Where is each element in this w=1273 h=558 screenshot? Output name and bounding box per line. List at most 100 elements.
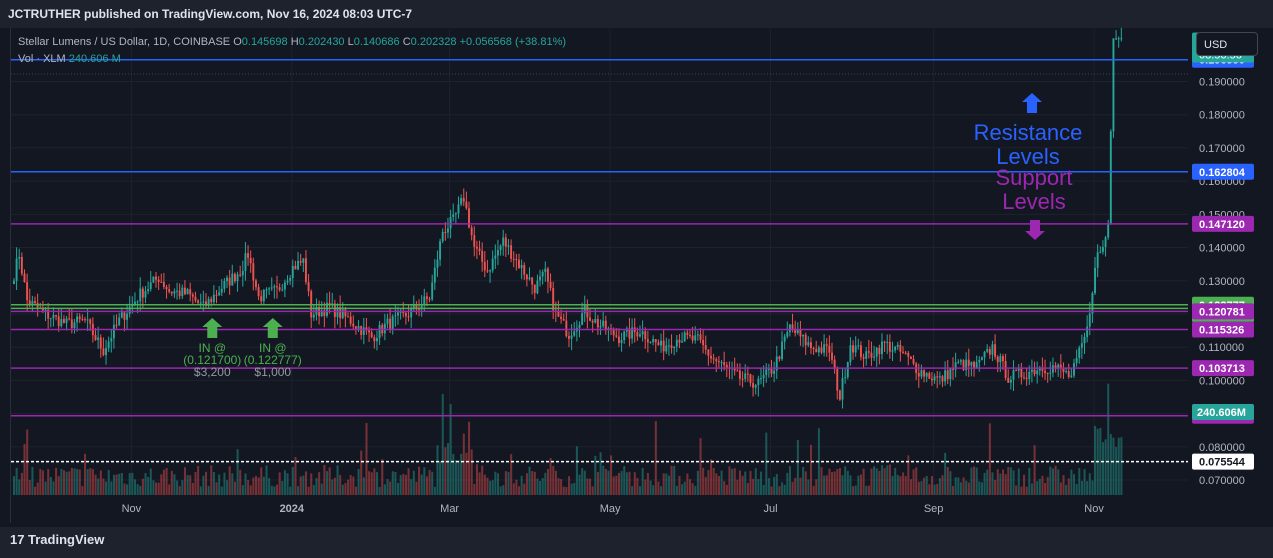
- volume-bar: [81, 486, 84, 495]
- candle-body: [986, 349, 989, 352]
- volume-tag: [1192, 404, 1254, 420]
- candle-body: [646, 339, 649, 343]
- volume-bar: [123, 483, 126, 495]
- time-axis[interactable]: Nov 2024 Mar May Jul Sep Nov: [122, 503, 1105, 515]
- volume-bar: [1057, 469, 1060, 495]
- volume-bar: [1038, 478, 1041, 495]
- candle-body: [712, 358, 715, 360]
- candle-body: [1054, 365, 1057, 368]
- candle-body: [581, 313, 584, 325]
- volume-bar: [212, 472, 215, 495]
- candle-body: [273, 286, 276, 288]
- candle-body: [657, 342, 660, 346]
- volume-bar: [712, 468, 715, 495]
- volume-bar: [133, 479, 137, 495]
- volume-bar: [723, 481, 726, 495]
- volume-bar: [957, 477, 960, 495]
- candle-body: [47, 309, 50, 319]
- volume-bar: [954, 477, 957, 495]
- volume-bar: [591, 486, 594, 495]
- volume-bar: [928, 484, 931, 495]
- candle-body: [231, 273, 234, 286]
- volume-bar: [894, 467, 897, 495]
- candle-body: [1038, 367, 1041, 371]
- volume-bar: [141, 478, 144, 495]
- volume-bar: [102, 478, 105, 495]
- volume-bar: [725, 484, 728, 495]
- candle-body: [354, 326, 357, 329]
- candle-body: [757, 378, 760, 385]
- volume-bar: [812, 485, 815, 495]
- candle-body: [347, 316, 349, 318]
- candle-body: [441, 231, 444, 242]
- candle-body: [241, 270, 244, 276]
- candle-body: [809, 342, 812, 349]
- volume-bar: [289, 486, 292, 495]
- volume-bar: [233, 481, 236, 495]
- candle-body: [486, 270, 489, 272]
- candle-body: [828, 345, 831, 353]
- candle-body: [817, 347, 820, 353]
- candle-body: [909, 356, 912, 360]
- volume-bar: [241, 485, 244, 495]
- volume-bar: [767, 478, 770, 495]
- volume-bar: [999, 473, 1002, 495]
- volume-bar: [312, 485, 315, 495]
- volume-bar: [883, 468, 886, 495]
- candle-body: [1009, 379, 1012, 383]
- candle-body: [510, 245, 513, 259]
- volume-bar: [168, 484, 171, 495]
- volume-bar: [112, 474, 115, 495]
- volume-bar: [636, 477, 639, 495]
- volume-bar: [581, 468, 584, 495]
- candle-body: [1002, 356, 1004, 362]
- candle-body: [312, 314, 315, 318]
- candle-body: [1023, 377, 1025, 379]
- candle-body: [994, 344, 997, 357]
- volume-bar: [1012, 470, 1015, 495]
- currency-button[interactable]: USD: [1196, 32, 1258, 56]
- candle-body: [404, 312, 407, 317]
- candle-body: [176, 290, 179, 292]
- volume-label: Vol · XLM: [18, 53, 66, 65]
- candle-body: [639, 334, 641, 337]
- candle-body: [165, 286, 168, 290]
- volume-bar: [704, 477, 707, 495]
- entry-arrow-icon: [202, 318, 223, 338]
- volume-bar: [962, 477, 965, 495]
- volume-bar: [641, 467, 644, 495]
- candle-body: [494, 255, 497, 259]
- volume-bar: [457, 460, 460, 495]
- candle-body: [796, 329, 799, 334]
- volume-bar: [447, 443, 450, 495]
- volume-bar: [849, 475, 852, 495]
- volume-bar: [247, 480, 250, 495]
- candle-body: [52, 314, 55, 319]
- candle-body: [662, 340, 665, 352]
- volume-bar: [162, 469, 165, 495]
- candle-body: [1073, 363, 1075, 376]
- candle-body: [702, 339, 705, 346]
- candle-body: [123, 312, 126, 320]
- candle-body: [254, 280, 257, 288]
- volume-bar: [155, 482, 158, 495]
- open-label: O: [233, 36, 242, 48]
- tradingview-logo[interactable]: 17 TradingView: [10, 532, 104, 547]
- volume-bar: [620, 471, 623, 495]
- price-axis[interactable]: 0.0700000.0800000.0900000.1000000.110000…: [1192, 32, 1254, 488]
- candle-body: [326, 302, 328, 316]
- candle-body: [920, 370, 923, 377]
- volume-bar: [144, 473, 147, 495]
- volume-bar: [670, 465, 673, 495]
- volume-bar: [546, 469, 549, 495]
- candle-body: [1067, 371, 1070, 377]
- volume-bar: [825, 475, 828, 495]
- candle-body: [1017, 368, 1020, 371]
- volume-bar: [268, 478, 271, 495]
- candle-body: [967, 359, 970, 366]
- level-tag-label: 0.103713: [1199, 363, 1245, 375]
- candle-body: [778, 356, 781, 360]
- candle-body: [473, 235, 476, 247]
- volume-bar: [347, 479, 350, 495]
